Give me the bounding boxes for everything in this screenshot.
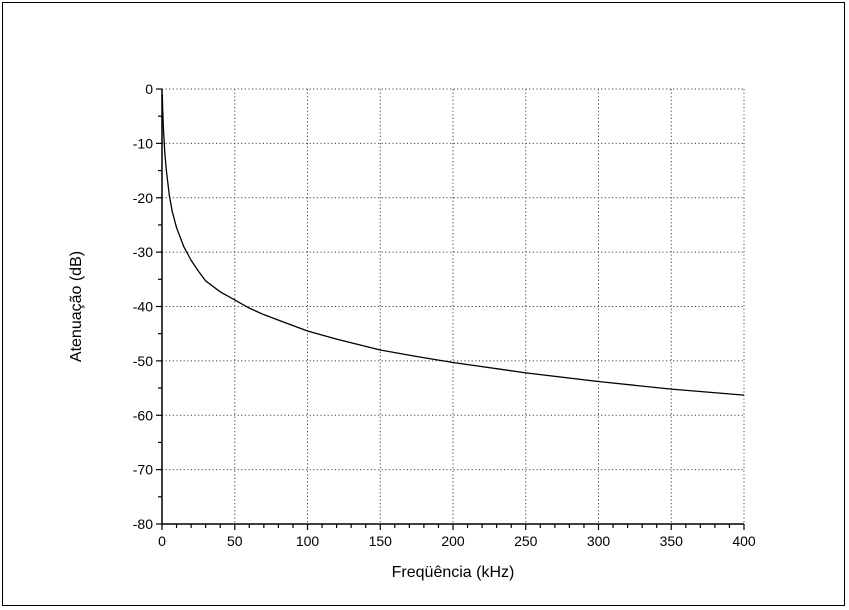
x-tick-label: 50 bbox=[227, 533, 243, 549]
grid bbox=[162, 88, 745, 524]
x-tick-label: 250 bbox=[514, 533, 538, 549]
x-tick-label: 350 bbox=[660, 533, 684, 549]
y-tick-label: 0 bbox=[145, 81, 153, 97]
y-tick-label: -40 bbox=[133, 299, 153, 315]
y-tick-label: -30 bbox=[133, 244, 153, 260]
y-tick-label: -70 bbox=[133, 462, 153, 478]
y-tick-label: -10 bbox=[133, 135, 153, 151]
x-tick-label: 200 bbox=[441, 533, 465, 549]
x-axis-title: Freqüência (kHz) bbox=[392, 564, 515, 581]
x-tick-label: 300 bbox=[587, 533, 611, 549]
series-line bbox=[161, 94, 745, 396]
series-layer bbox=[161, 94, 745, 396]
y-tick-label: -50 bbox=[133, 353, 153, 369]
y-tick-label: -80 bbox=[133, 516, 153, 532]
y-tick-label: -60 bbox=[133, 407, 153, 423]
y-axis-title: Atenuação (dB) bbox=[68, 251, 85, 362]
line-chart: 0 50 100 150 200 250 300 350 400 0 -10 -20 -30 -40 -50… bbox=[68, 81, 756, 581]
x-tick-label: 100 bbox=[296, 533, 320, 549]
x-tick-label: 400 bbox=[732, 533, 756, 549]
y-tick-label: -20 bbox=[133, 190, 153, 206]
ticks: 0 50 100 150 200 250 300 350 400 0 -10 -20 -30 -40 -50… bbox=[133, 81, 756, 549]
x-tick-label: 150 bbox=[369, 533, 393, 549]
x-tick-label: 0 bbox=[158, 533, 166, 549]
